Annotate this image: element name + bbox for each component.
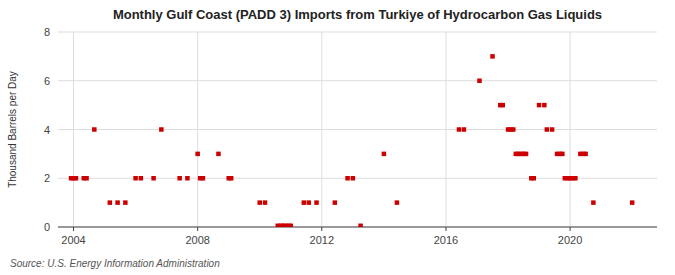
point <box>263 200 268 205</box>
point <box>289 224 294 227</box>
background <box>0 0 675 275</box>
point <box>108 200 113 205</box>
point <box>195 152 200 157</box>
x-tick <box>73 227 74 231</box>
point <box>573 176 578 181</box>
point <box>358 224 363 227</box>
point <box>583 152 588 157</box>
x-tick <box>570 227 571 231</box>
point <box>333 200 338 205</box>
point <box>630 200 635 205</box>
x-tick <box>197 227 198 231</box>
point <box>229 176 234 181</box>
point <box>74 176 79 181</box>
point <box>524 152 529 157</box>
chart: 0 2 4 6 8 2004 2008 2012 2016 2020 Thousand Barrel… <box>0 0 675 275</box>
point <box>351 176 356 181</box>
x-tick-label: 2020 <box>558 234 582 246</box>
grid-line <box>321 32 322 227</box>
grid <box>58 32 657 227</box>
point <box>545 127 550 132</box>
point <box>159 127 164 132</box>
point <box>216 152 221 157</box>
grid-line <box>58 129 657 130</box>
point <box>177 176 182 181</box>
point <box>133 176 138 181</box>
point <box>500 103 505 108</box>
point <box>151 176 156 181</box>
x-tick-label: 2016 <box>434 234 458 246</box>
point <box>395 200 400 205</box>
point <box>591 200 596 205</box>
y-tick-label: 0 <box>44 221 50 233</box>
point <box>560 152 565 157</box>
grid-line <box>73 32 74 227</box>
grid-line <box>58 227 657 228</box>
y-tick-label: 4 <box>44 124 50 136</box>
grid-line <box>58 32 657 33</box>
x-axis-line <box>58 227 657 228</box>
point <box>550 127 555 132</box>
point <box>542 103 547 108</box>
point <box>302 200 307 205</box>
point <box>537 103 542 108</box>
point <box>257 200 262 205</box>
point <box>532 176 537 181</box>
x-tick-label: 2004 <box>61 234 85 246</box>
point <box>185 176 190 181</box>
point <box>462 127 467 132</box>
grid-line <box>570 32 571 227</box>
grid-line <box>197 32 198 227</box>
point <box>477 79 482 84</box>
point <box>314 200 319 205</box>
x-tick-label: 2012 <box>310 234 334 246</box>
x-tick <box>445 227 446 231</box>
point <box>490 54 495 59</box>
point <box>139 176 144 181</box>
point <box>115 200 120 205</box>
x-tick-label: 2008 <box>185 234 209 246</box>
y-tick-label: 8 <box>44 26 50 38</box>
point <box>84 176 89 181</box>
y-tick-label: 6 <box>44 75 50 87</box>
point <box>307 200 312 205</box>
x-tick <box>321 227 322 231</box>
grid-line <box>445 32 446 227</box>
y-axis-label: Thousand Barrels per Day <box>7 71 18 188</box>
title: Monthly Gulf Coast (PADD 3) Imports from… <box>113 7 602 22</box>
point <box>345 176 350 181</box>
point <box>382 152 387 157</box>
point <box>201 176 206 181</box>
point <box>457 127 462 132</box>
y-tick-label: 2 <box>44 172 50 184</box>
point <box>511 127 516 132</box>
grid-line <box>58 80 657 81</box>
points <box>69 54 635 227</box>
point <box>92 127 97 132</box>
annotation: Source: U.S. Energy Information Administ… <box>10 258 220 269</box>
point <box>123 200 128 205</box>
